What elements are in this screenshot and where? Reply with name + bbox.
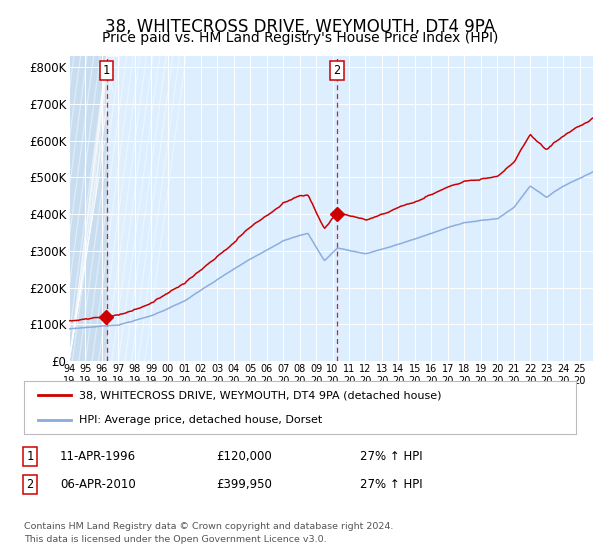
Text: 11-APR-1996: 11-APR-1996 — [60, 450, 136, 463]
Text: 38, WHITECROSS DRIVE, WEYMOUTH, DT4 9PA (detached house): 38, WHITECROSS DRIVE, WEYMOUTH, DT4 9PA … — [79, 390, 442, 400]
Text: 27% ↑ HPI: 27% ↑ HPI — [360, 478, 422, 491]
Text: 2: 2 — [334, 64, 341, 77]
Text: 06-APR-2010: 06-APR-2010 — [60, 478, 136, 491]
Text: £399,950: £399,950 — [216, 478, 272, 491]
Text: Contains HM Land Registry data © Crown copyright and database right 2024.: Contains HM Land Registry data © Crown c… — [24, 522, 394, 531]
Text: 2: 2 — [26, 478, 34, 491]
Text: Price paid vs. HM Land Registry's House Price Index (HPI): Price paid vs. HM Land Registry's House … — [102, 31, 498, 45]
Bar — [69, 56, 107, 361]
Text: 27% ↑ HPI: 27% ↑ HPI — [360, 450, 422, 463]
Text: 1: 1 — [26, 450, 34, 463]
Text: £120,000: £120,000 — [216, 450, 272, 463]
Text: HPI: Average price, detached house, Dorset: HPI: Average price, detached house, Dors… — [79, 414, 322, 424]
Text: 38, WHITECROSS DRIVE, WEYMOUTH, DT4 9PA: 38, WHITECROSS DRIVE, WEYMOUTH, DT4 9PA — [105, 18, 495, 36]
Text: This data is licensed under the Open Government Licence v3.0.: This data is licensed under the Open Gov… — [24, 535, 326, 544]
Text: 1: 1 — [103, 64, 110, 77]
